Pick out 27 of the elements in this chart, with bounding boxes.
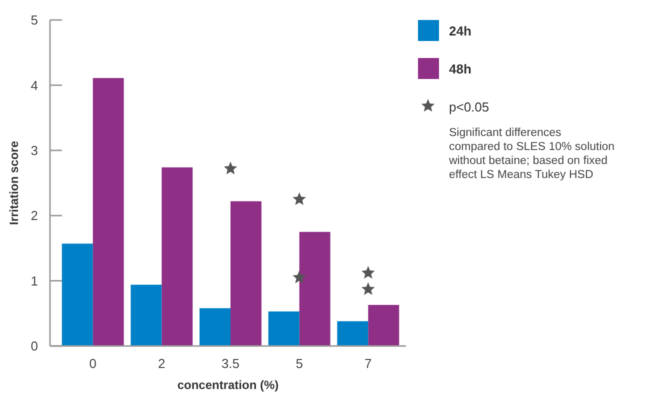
bar	[268, 311, 300, 346]
y-tick-label: 4	[30, 78, 38, 93]
y-axis-title: Irritation score	[7, 140, 21, 226]
text: Significant differences compared to SLES 10% solution without betaine; based on fixed effect LS Means Tukey HSD	[448, 127, 615, 181]
bar	[62, 244, 93, 346]
bar	[230, 201, 262, 346]
bar	[299, 232, 330, 346]
y-tick-label: 1	[30, 273, 38, 288]
x-tick-label: 2	[158, 356, 166, 371]
x-tick-label: 5	[296, 356, 303, 371]
legend-label: p<0.05	[449, 100, 490, 115]
x-tick-label: 7	[364, 356, 372, 371]
legend-label: 48h	[449, 62, 472, 77]
bar	[200, 308, 230, 346]
y-tick-label: 2	[30, 208, 38, 224]
bar	[337, 321, 368, 346]
x-axis-title: concentration (%)	[177, 378, 279, 392]
y-tick-label: 0	[30, 338, 38, 354]
y-tick-label: 3	[30, 142, 38, 158]
bar	[368, 304, 400, 346]
bar	[162, 167, 193, 346]
x-tick-label: 0	[89, 356, 96, 371]
bar	[92, 78, 124, 346]
legend-label: 24h	[449, 24, 472, 39]
bar	[130, 284, 162, 346]
x-tick-label: 3.5	[221, 356, 240, 371]
y-tick-label: 5	[30, 12, 38, 28]
